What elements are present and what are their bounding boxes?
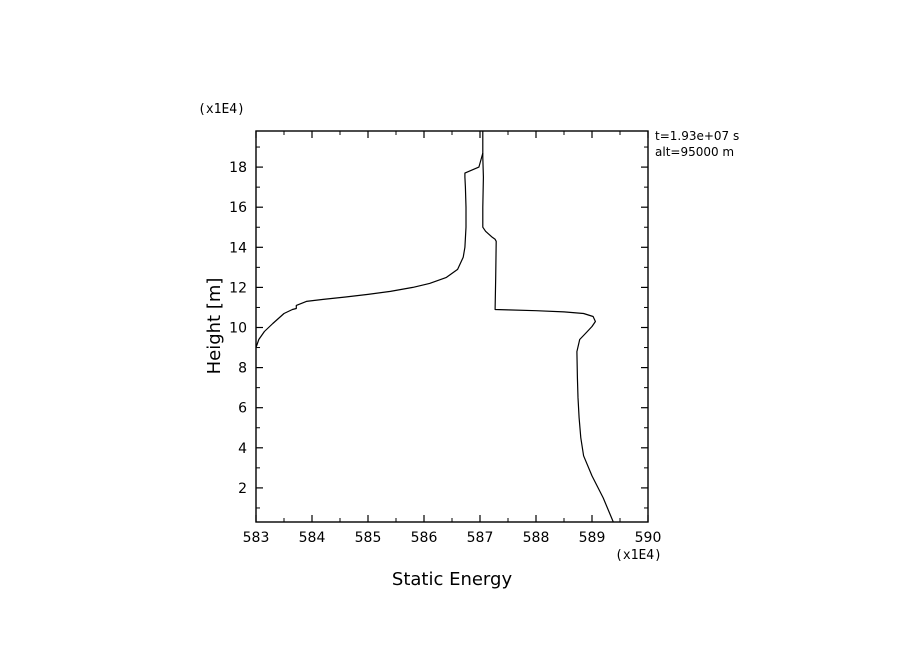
x-tick-label: 589	[579, 530, 606, 546]
x-tick-label: 590	[635, 530, 662, 546]
x-axis-title: Static Energy	[392, 569, 513, 590]
y-tick-label: 8	[238, 361, 247, 377]
x-tick-label: 585	[355, 530, 382, 546]
x-axis-tick-labels: 583 584 585 586 587 588 589 590	[243, 530, 662, 546]
y-axis-ticks	[256, 146, 648, 509]
y-axis-tick-labels: 2 4 6 8 10 12 14 16 18	[229, 160, 247, 497]
altitude-annotation: alt=95000 m	[655, 145, 734, 159]
x-tick-label: 583	[243, 530, 270, 546]
y-tick-label: 18	[229, 160, 247, 176]
x-tick-label: 587	[467, 530, 494, 546]
y-tick-label: 2	[238, 481, 247, 497]
y-tick-label: 10	[229, 321, 247, 337]
x-axis-ticks	[255, 131, 649, 522]
x-axis-multiplier: (x1E4)	[615, 548, 662, 563]
y-tick-label: 4	[238, 441, 247, 457]
x-tick-label: 588	[523, 530, 550, 546]
y-tick-label: 12	[229, 280, 247, 296]
time-annotation: t=1.93e+07 s	[655, 129, 739, 143]
y-tick-label: 6	[238, 401, 247, 417]
y-axis-title: Height [m]	[204, 278, 225, 375]
x-tick-label: 586	[411, 530, 438, 546]
series-layer	[255, 131, 614, 523]
y-tick-label: 16	[229, 200, 247, 216]
y-axis-multiplier: (x1E4)	[198, 102, 245, 117]
y-tick-label: 14	[229, 240, 247, 256]
series-line-1	[482, 131, 614, 523]
x-tick-label: 584	[299, 530, 326, 546]
series-line-2	[255, 152, 484, 348]
